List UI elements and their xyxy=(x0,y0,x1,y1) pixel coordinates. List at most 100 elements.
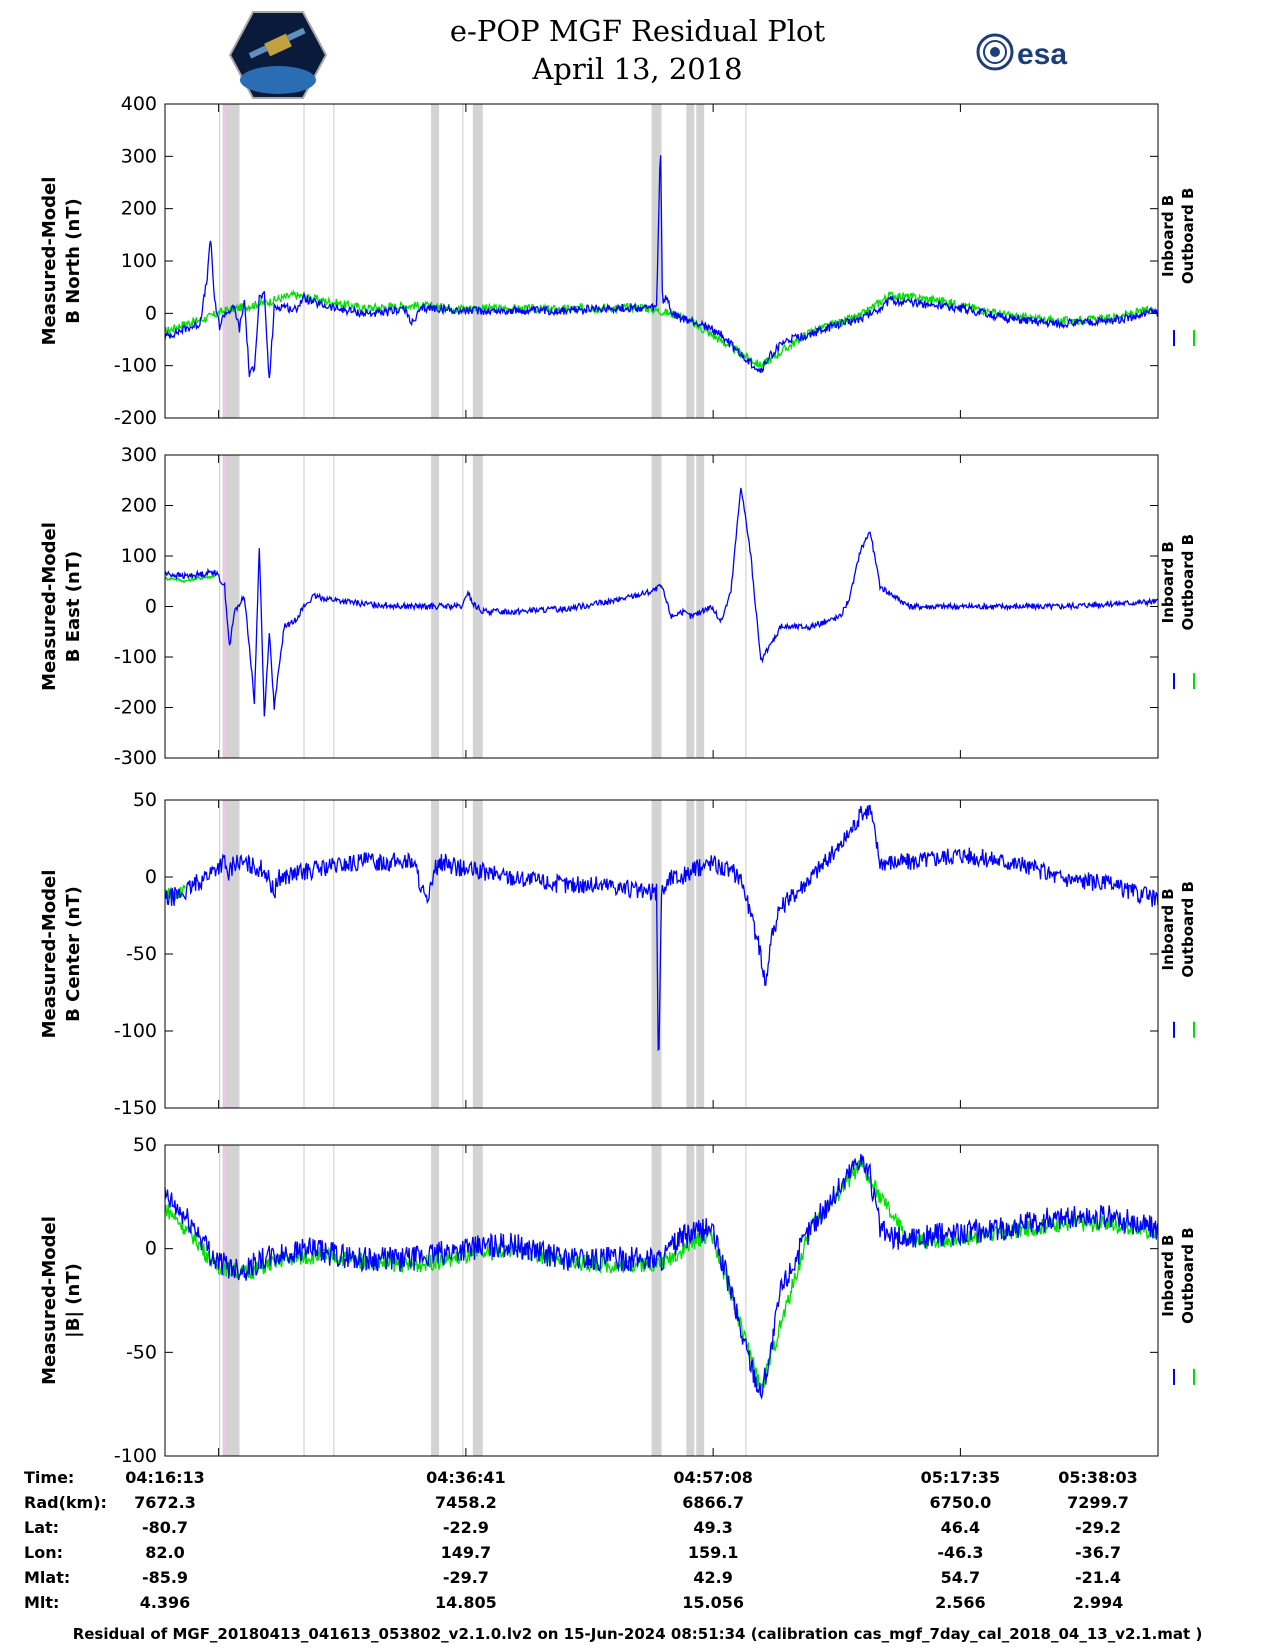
y-tick-label: 50 xyxy=(133,789,157,811)
table-row-label: Rad(km): xyxy=(24,1493,107,1512)
shaded-region xyxy=(431,104,440,418)
table-cell: 7458.2 xyxy=(435,1493,497,1512)
y-tick-label: -50 xyxy=(126,943,157,965)
y-tick-label: 0 xyxy=(145,1238,157,1260)
table-cell: 49.3 xyxy=(693,1518,733,1537)
esa-logo-text: esa xyxy=(1017,38,1067,71)
shaded-region xyxy=(651,1145,662,1456)
shaded-region xyxy=(696,455,705,758)
table-cell: 2.566 xyxy=(935,1593,986,1612)
shaded-region xyxy=(686,800,695,1108)
table-cell: 159.1 xyxy=(687,1543,739,1562)
shaded-region xyxy=(696,800,705,1108)
shaded-region xyxy=(696,104,705,418)
y-axis-label: Measured-Model xyxy=(39,870,60,1039)
shaded-region xyxy=(431,1145,440,1456)
y-tick-label: -100 xyxy=(114,1020,157,1042)
table-cell: 05:17:35 xyxy=(920,1468,1001,1487)
table-cell: 6866.7 xyxy=(682,1493,744,1512)
y-tick-label: 0 xyxy=(145,596,157,618)
table-cell: -80.7 xyxy=(141,1518,189,1537)
y-tick-label: 400 xyxy=(121,93,157,115)
table-cell: 82.0 xyxy=(145,1543,185,1562)
plot-frame xyxy=(164,1144,1159,1457)
table-cell: -36.7 xyxy=(1074,1543,1122,1562)
shaded-region xyxy=(686,455,695,758)
table-row-label: Lat: xyxy=(24,1518,60,1537)
cassiope-logo xyxy=(228,11,328,99)
series-line-inboard-b xyxy=(164,1153,1159,1400)
chart-title: e-POP MGF Residual Plot xyxy=(449,14,826,48)
legend-label-outboard: Outboard B xyxy=(1179,1227,1197,1324)
y-axis-label: |B| (nT) xyxy=(63,1263,84,1338)
y-tick-label: 100 xyxy=(121,250,157,272)
table-cell: 04:16:13 xyxy=(125,1468,205,1487)
y-tick-label: 300 xyxy=(121,444,157,466)
table-cell: 7299.7 xyxy=(1067,1493,1129,1512)
table-cell: 04:36:41 xyxy=(426,1468,506,1487)
legend-label-outboard: Outboard B xyxy=(1179,188,1197,285)
table-cell: 14.805 xyxy=(435,1593,497,1612)
shaded-region xyxy=(686,104,695,418)
y-axis-label: B Center (nT) xyxy=(63,886,84,1022)
table-cell: -85.9 xyxy=(141,1568,189,1587)
table-cell: 2.994 xyxy=(1072,1593,1124,1612)
table-cell: 54.7 xyxy=(940,1568,981,1587)
shaded-region xyxy=(222,1145,240,1456)
y-tick-label: 200 xyxy=(121,495,157,517)
footer-caption: Residual of MGF_20180413_041613_053802_v… xyxy=(72,1625,1203,1643)
shaded-region xyxy=(651,800,662,1108)
y-tick-label: -100 xyxy=(114,355,157,377)
table-cell: 4.396 xyxy=(139,1593,191,1612)
shaded-region xyxy=(651,455,662,758)
shaded-region xyxy=(223,1145,227,1456)
legend-label-inboard: Inboard B xyxy=(1159,541,1177,623)
y-tick-label: 300 xyxy=(121,145,157,167)
shaded-region xyxy=(222,104,240,418)
y-axis-label: Measured-Model xyxy=(39,177,60,346)
y-tick-label: 50 xyxy=(133,1134,157,1156)
series-line-inboard-b xyxy=(164,487,1159,717)
table-row-label: Mlat: xyxy=(24,1568,71,1587)
shaded-region xyxy=(472,1145,483,1456)
table-cell: 04:57:08 xyxy=(673,1468,753,1487)
legend-label-inboard: Inboard B xyxy=(1159,1235,1177,1317)
panel-3: 50 0 -50 -100 -150 Measured-Model B Center (nT… xyxy=(39,789,1197,1119)
chart-date: April 13, 2018 xyxy=(532,52,743,86)
table-cell: 15.056 xyxy=(682,1593,744,1612)
y-tick-label: -150 xyxy=(114,1097,157,1119)
y-tick-label: -100 xyxy=(114,1445,157,1467)
shaded-region xyxy=(223,800,227,1108)
table-cell: -29.2 xyxy=(1074,1518,1122,1537)
y-axis-label: B North (nT) xyxy=(63,198,84,324)
table-cell: 46.4 xyxy=(940,1518,981,1537)
shaded-region xyxy=(686,1145,695,1456)
table-row-label: Time: xyxy=(24,1468,75,1487)
shaded-region xyxy=(472,104,483,418)
shaded-region xyxy=(222,800,240,1108)
y-tick-label: -50 xyxy=(126,1341,157,1363)
shaded-region xyxy=(431,800,440,1108)
y-tick-label: 100 xyxy=(121,545,157,567)
y-axis-label: Measured-Model xyxy=(39,1216,60,1385)
shaded-region xyxy=(223,104,227,418)
y-tick-label: 200 xyxy=(121,198,157,220)
panel-2: 300 200 100 0 -100 -200 -300 Measured-Model B Ea… xyxy=(39,444,1197,769)
legend-label-inboard: Inboard B xyxy=(1159,888,1177,970)
shaded-region xyxy=(472,800,483,1108)
y-tick-label: -200 xyxy=(114,697,157,719)
series-line-inboard-b xyxy=(164,155,1159,379)
table-cell: 6750.0 xyxy=(929,1493,992,1512)
y-tick-label: -300 xyxy=(114,747,157,769)
shaded-region xyxy=(222,455,240,758)
table-cell: 05:38:03 xyxy=(1058,1468,1138,1487)
esa-logo: esa xyxy=(976,33,1067,71)
y-axis-label: Measured-Model xyxy=(39,522,60,691)
y-tick-label: -200 xyxy=(114,407,157,429)
table-cell: -22.9 xyxy=(442,1518,489,1537)
table-cell: 7672.3 xyxy=(134,1493,196,1512)
y-tick-label: -100 xyxy=(114,646,157,668)
table-cell: -46.3 xyxy=(937,1543,984,1562)
panel-1: 400 300 200 100 0 -100 -200 Measured-Model B Nor… xyxy=(39,93,1197,429)
